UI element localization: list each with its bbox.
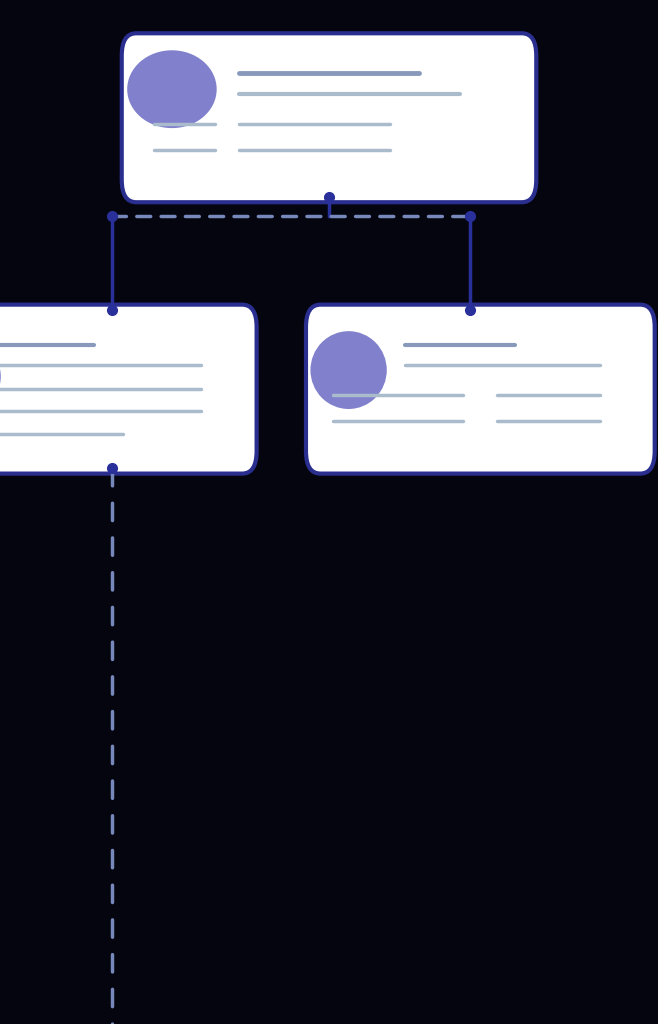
- Ellipse shape: [127, 50, 216, 128]
- Ellipse shape: [311, 331, 387, 409]
- FancyBboxPatch shape: [0, 305, 257, 473]
- Ellipse shape: [0, 338, 1, 416]
- FancyBboxPatch shape: [306, 305, 655, 473]
- FancyBboxPatch shape: [122, 33, 536, 203]
